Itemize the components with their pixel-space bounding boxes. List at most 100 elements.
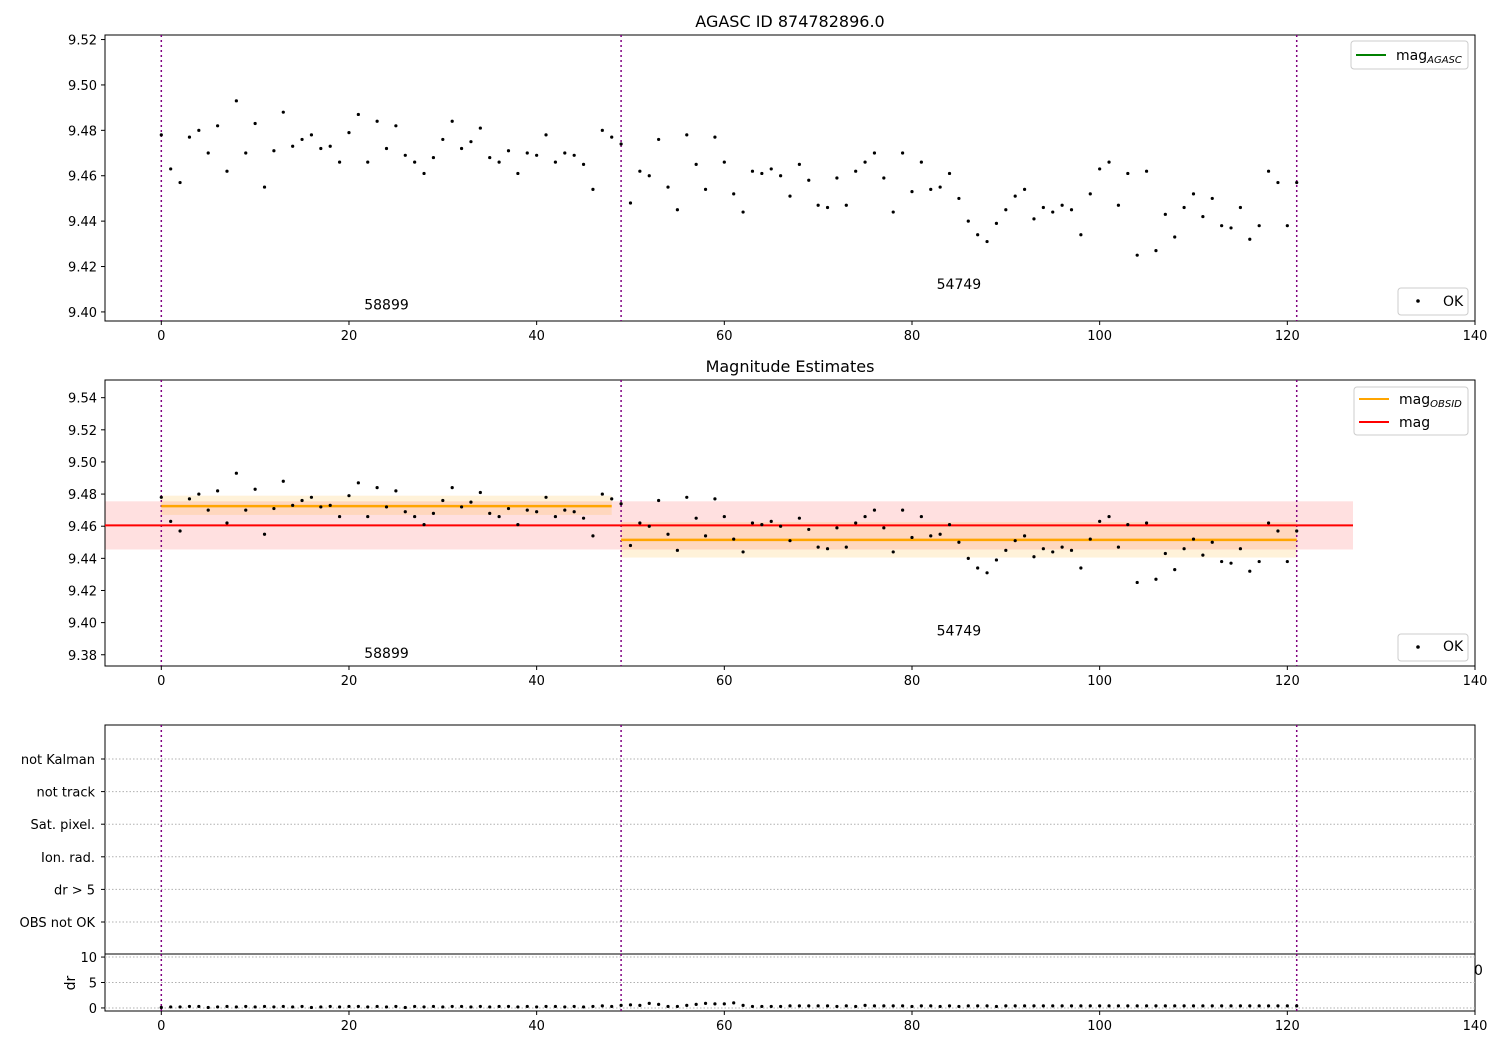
data-point xyxy=(1173,567,1177,572)
data-point xyxy=(1032,555,1036,559)
data-point xyxy=(572,510,576,514)
data-point xyxy=(206,1005,210,1010)
top-y-ticks: 9.40 9.42 9.44 9.46 9.48 9.50 9.52 xyxy=(68,34,105,321)
top-legend-upper: magAGASC xyxy=(1350,40,1469,70)
data-point xyxy=(1098,519,1102,523)
data-point xyxy=(337,160,342,164)
data-point xyxy=(563,508,567,512)
data-point xyxy=(713,497,717,501)
data-point xyxy=(600,128,604,132)
data-point xyxy=(901,1004,905,1008)
data-point xyxy=(901,508,905,512)
data-point xyxy=(863,514,867,519)
x-tick-label: 0 xyxy=(157,674,165,689)
data-point xyxy=(497,1004,501,1009)
data-point xyxy=(1126,1004,1130,1008)
data-point xyxy=(384,146,389,151)
data-point xyxy=(328,503,332,507)
mid-x-ticks: 0 20 40 60 80 100 120 140 xyxy=(157,666,1487,689)
data-point xyxy=(506,1004,511,1009)
data-point xyxy=(722,514,726,519)
data-point xyxy=(675,548,679,552)
y-tick-label: 9.52 xyxy=(68,34,97,49)
y-tick-label: 9.48 xyxy=(68,124,97,139)
data-point xyxy=(938,185,942,189)
data-point xyxy=(882,1004,886,1008)
data-point xyxy=(1032,1004,1036,1008)
data-point xyxy=(403,153,407,157)
data-point xyxy=(431,1004,436,1009)
data-point xyxy=(732,537,736,541)
data-point xyxy=(441,1005,445,1009)
x-tick-label: 120 xyxy=(1275,1019,1300,1034)
data-point xyxy=(863,1003,867,1008)
data-point xyxy=(957,540,961,544)
data-point xyxy=(1079,1004,1083,1008)
data-point xyxy=(741,1003,745,1008)
data-point xyxy=(253,487,257,491)
data-point xyxy=(1022,534,1027,538)
data-point xyxy=(563,1005,567,1009)
data-point xyxy=(638,1003,642,1008)
data-point xyxy=(872,151,877,155)
data-point xyxy=(1013,539,1017,543)
x-tick-label: 120 xyxy=(1275,674,1300,689)
data-point xyxy=(1220,559,1224,564)
y-tick-label: 0 xyxy=(89,1002,97,1017)
x-tick-label: 80 xyxy=(904,329,921,344)
mid-y-ticks: 9.38 9.40 9.42 9.44 9.46 9.48 9.50 9.52 9.54 xyxy=(68,392,105,664)
data-point xyxy=(422,1005,426,1009)
data-point xyxy=(197,492,201,496)
data-point xyxy=(197,128,201,132)
data-point xyxy=(1079,566,1083,570)
data-point xyxy=(854,169,858,173)
flag-label: OBS not OK xyxy=(20,916,96,931)
dr-y-ticks: 0 5 10 xyxy=(80,951,105,1017)
data-point xyxy=(337,1005,342,1009)
data-point xyxy=(1032,217,1036,221)
data-point xyxy=(985,571,989,575)
data-point xyxy=(272,1005,276,1009)
data-point xyxy=(535,153,539,157)
data-point xyxy=(1004,1004,1008,1008)
x-tick-label: 60 xyxy=(716,674,733,689)
dr-panel: 0 20 40 60 80 100 120 140 0 5 10 dr 0 xyxy=(63,951,1487,1034)
data-point xyxy=(581,516,586,520)
data-point xyxy=(750,1004,755,1009)
data-point xyxy=(216,1005,220,1009)
data-point xyxy=(1107,1004,1111,1008)
data-point xyxy=(525,1004,529,1009)
x-tick-label: 100 xyxy=(1087,1019,1112,1034)
data-point xyxy=(591,1004,595,1009)
data-point xyxy=(1173,1004,1177,1008)
y-tick-label: 9.54 xyxy=(68,392,97,407)
mid-legend-label-ok: OK xyxy=(1443,639,1464,655)
dr-stray-label: 0 xyxy=(1474,963,1483,979)
data-point xyxy=(488,511,492,515)
data-point xyxy=(431,155,436,160)
data-point xyxy=(516,1005,520,1009)
data-point xyxy=(732,192,736,196)
data-point xyxy=(328,144,332,148)
data-point xyxy=(225,1004,229,1009)
data-point xyxy=(366,160,370,164)
data-point xyxy=(722,1002,726,1006)
data-point xyxy=(1013,194,1017,198)
data-point xyxy=(741,210,745,214)
data-point xyxy=(957,1004,961,1009)
data-point xyxy=(281,110,285,114)
data-point xyxy=(854,1004,858,1009)
x-tick-label: 20 xyxy=(341,1019,358,1034)
top-x-ticks: 0 20 40 60 80 100 120 140 xyxy=(157,321,1487,344)
data-point xyxy=(234,471,238,475)
data-point xyxy=(544,495,548,499)
data-point xyxy=(459,1004,464,1009)
dr-grid xyxy=(105,956,1475,1009)
data-point xyxy=(384,1005,389,1009)
data-point xyxy=(253,121,257,126)
data-point xyxy=(187,135,192,139)
data-point xyxy=(328,1004,332,1009)
data-point xyxy=(234,99,238,103)
data-point xyxy=(262,532,267,536)
data-point xyxy=(478,1004,482,1009)
